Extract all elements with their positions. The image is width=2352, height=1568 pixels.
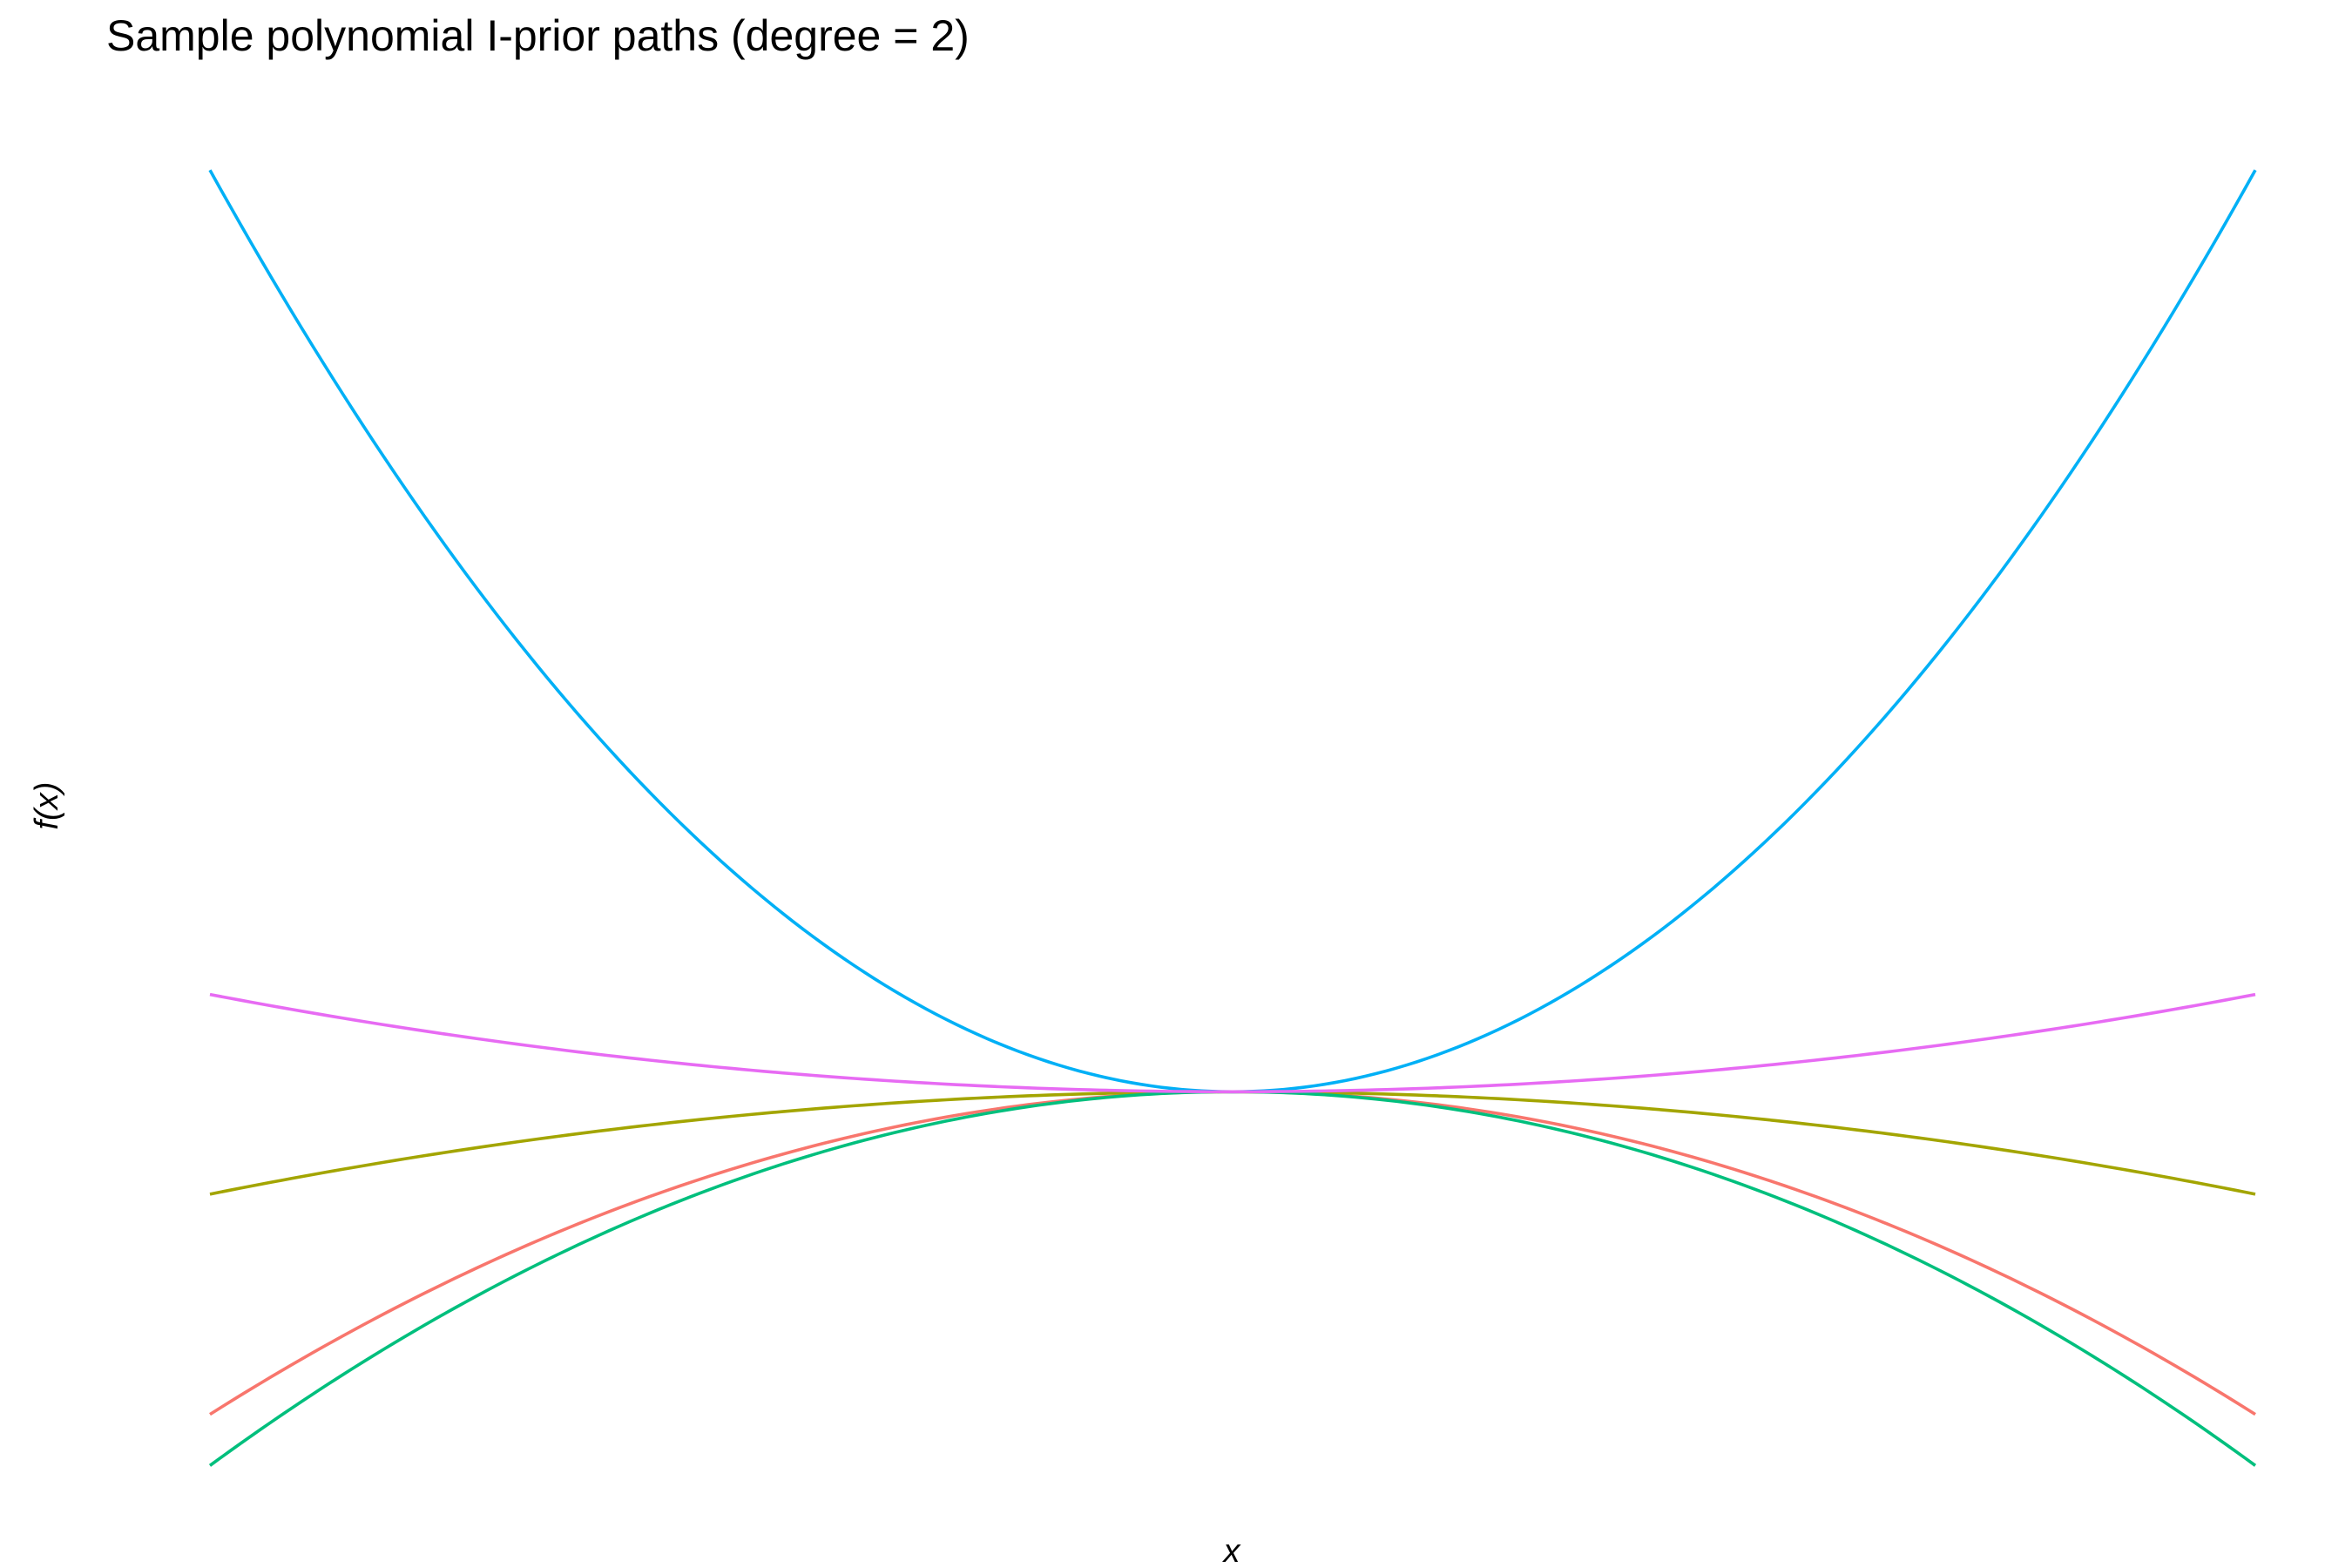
series-layer xyxy=(208,169,2257,1467)
series-line-4 xyxy=(208,169,2257,1094)
series-line-3 xyxy=(208,1090,2257,1467)
series-line-2 xyxy=(209,1090,2256,1196)
series-line-5 xyxy=(209,992,2256,1094)
series-line-1 xyxy=(209,1090,2256,1416)
chart-title: Sample polynomial I-prior paths (degree … xyxy=(106,11,970,60)
y-axis-label: f(x) xyxy=(29,782,65,830)
x-axis-label: x xyxy=(1222,1533,1242,1568)
